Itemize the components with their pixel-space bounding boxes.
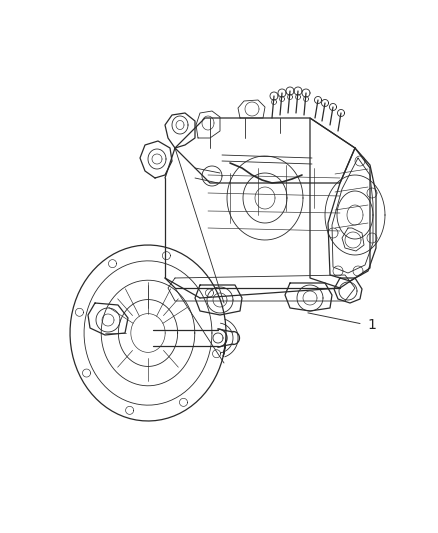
- Text: 1: 1: [367, 318, 376, 332]
